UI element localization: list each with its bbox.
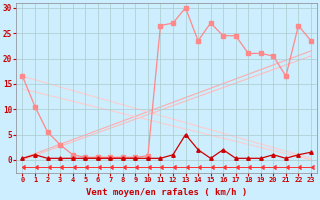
X-axis label: Vent moyen/en rafales ( km/h ): Vent moyen/en rafales ( km/h ) <box>86 188 247 197</box>
